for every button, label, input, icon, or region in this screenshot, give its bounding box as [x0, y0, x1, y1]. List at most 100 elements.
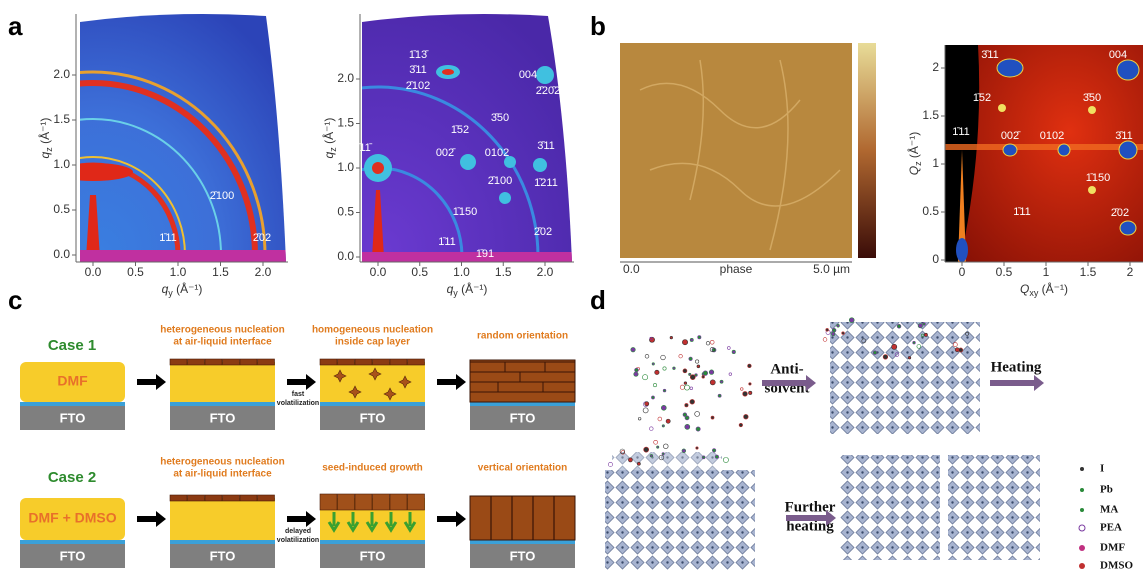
scale-name: phase: [720, 262, 753, 276]
molecule: [908, 356, 911, 359]
arrow: [137, 374, 166, 390]
molecule: [673, 367, 676, 370]
molecule: [823, 338, 827, 342]
molecule: [918, 324, 922, 328]
molecule: [661, 355, 666, 360]
molecule: [662, 453, 664, 455]
legend-label: DMF: [1100, 542, 1125, 554]
molecule: [711, 416, 714, 419]
cap-layer: [258, 359, 275, 365]
peak-label: 2̄02: [253, 232, 271, 244]
legend-symbol: [1079, 545, 1085, 551]
seed: [355, 494, 372, 510]
peak-label: 2̄100: [210, 190, 234, 202]
legend-symbol: [1079, 525, 1085, 531]
arrow-note: volatilization: [277, 537, 319, 544]
molecule: [739, 423, 743, 427]
step-label: Heating: [991, 359, 1042, 375]
molecule: [718, 394, 721, 397]
molecule: [635, 368, 639, 372]
arrow: [287, 374, 316, 390]
panel-label: a: [8, 11, 23, 41]
molecule: [649, 427, 653, 431]
peak-label: 2̄20̄2: [536, 85, 560, 97]
molecule: [959, 348, 963, 352]
molecule: [690, 387, 693, 390]
solution: [170, 362, 275, 402]
y-tick-label: 2.0: [337, 71, 354, 85]
cap-layer: [188, 495, 205, 501]
film: [470, 360, 575, 402]
molecule: [682, 449, 686, 453]
arrow: [437, 374, 466, 390]
substrate-label: FTO: [60, 410, 86, 425]
molecule: [645, 354, 649, 358]
molecule: [683, 369, 687, 373]
step-caption: heterogeneous nucleation: [160, 457, 284, 468]
legend: IPbMAPEADMFDMSO: [1079, 463, 1133, 572]
substrate-label: FTO: [210, 410, 236, 425]
peak-label: 2̄100: [488, 175, 512, 187]
molecule: [670, 336, 673, 339]
y-tick-label: 0.0: [337, 249, 354, 263]
arrow: [437, 511, 466, 527]
solvent-label: DMF: [57, 373, 88, 389]
peak-label: 1̄150: [1086, 172, 1110, 184]
molecule: [727, 347, 730, 350]
molecule: [873, 351, 877, 355]
legend-symbol: [1080, 488, 1084, 492]
y-tick-label: 1: [932, 156, 939, 170]
cap-layer: [408, 359, 425, 365]
legend-label: I: [1100, 463, 1104, 475]
molecule: [696, 427, 700, 431]
substrate-label: FTO: [510, 410, 536, 425]
axis-label: qz (Å⁻¹): [321, 118, 338, 159]
step-caption: vertical orientation: [478, 463, 567, 474]
legend-label: DMSO: [1100, 560, 1133, 572]
molecule: [608, 462, 612, 466]
molecule: [709, 370, 714, 375]
seed: [320, 494, 337, 510]
axis-unit: (Å⁻¹): [1038, 281, 1068, 296]
electrode: [20, 402, 125, 406]
molecule: [651, 396, 654, 399]
x-tick-label: 1.5: [495, 265, 512, 279]
arrow-note: delayed: [285, 528, 311, 535]
perovskite-cluster: [612, 452, 722, 472]
cap-layer: [170, 359, 187, 365]
axis-symbol: Q: [907, 166, 921, 175]
peak-label: 1̄211: [534, 177, 558, 189]
perovskite-intermediate: [830, 322, 980, 434]
y-tick-label: 0.0: [53, 247, 70, 261]
scale-start: 0.0: [623, 262, 640, 276]
peak-label: 1̄11: [159, 232, 177, 244]
scale-end: 5.0 µm: [813, 262, 850, 276]
peak-label: 0102: [1040, 130, 1064, 142]
molecule: [706, 341, 710, 345]
molecule: [655, 370, 659, 374]
substrate-label: FTO: [210, 548, 236, 563]
step-caption: seed-induced growth: [322, 463, 423, 474]
molecule: [682, 340, 687, 345]
peak-label: 1̄11: [1013, 206, 1031, 218]
molecule: [684, 382, 687, 385]
electrode: [170, 540, 275, 544]
molecule: [710, 340, 714, 344]
cap-layer: [205, 359, 222, 365]
x-tick-label: 0.0: [85, 265, 102, 279]
x-tick-label: 1: [1043, 265, 1050, 279]
peak-label: 3̄11: [1115, 130, 1133, 142]
peak-label: 1̄11: [438, 236, 456, 248]
electrode: [170, 402, 275, 406]
molecule: [849, 318, 854, 323]
molecule: [842, 332, 845, 335]
substrate-label: FTO: [60, 548, 86, 563]
molecule: [826, 328, 829, 331]
y-tick-label: 0.5: [337, 205, 354, 219]
x-tick-label: 0: [959, 265, 966, 279]
legend-symbol: [1079, 563, 1085, 569]
peak-label: 1̄91: [476, 248, 494, 260]
molecule: [710, 380, 715, 385]
molecule: [680, 385, 684, 389]
molecule: [662, 425, 664, 427]
